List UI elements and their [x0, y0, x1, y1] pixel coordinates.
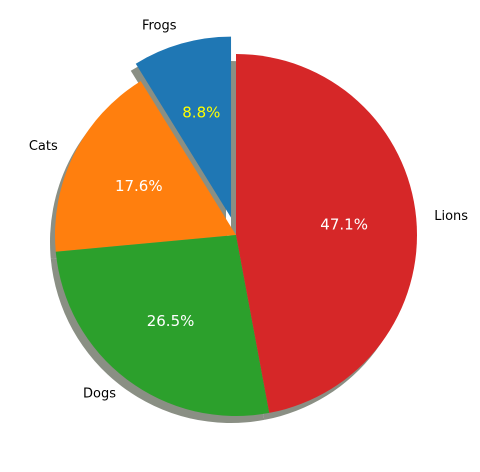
- pie-slice-frogs: [135, 36, 232, 218]
- pie-slice-cats: [54, 81, 237, 252]
- pie-slice-dogs: [55, 235, 270, 417]
- percent-label-dogs: 26.5%: [147, 312, 195, 330]
- percent-label-lions: 47.1%: [320, 215, 368, 233]
- slice-label-dogs: Dogs: [83, 386, 116, 401]
- slice-label-frogs: Frogs: [142, 19, 177, 34]
- percent-label-frogs: 8.8%: [182, 104, 220, 122]
- percent-label-cats: 17.6%: [115, 177, 163, 195]
- slice-label-cats: Cats: [29, 139, 58, 154]
- pie-slices: [54, 36, 417, 417]
- pie-labels: Frogs 8.8% Cats 17.6% Dogs 26.5% Lions 47.1%: [29, 19, 468, 402]
- slice-label-lions: Lions: [434, 209, 468, 224]
- pie-slice-lions: [236, 53, 417, 413]
